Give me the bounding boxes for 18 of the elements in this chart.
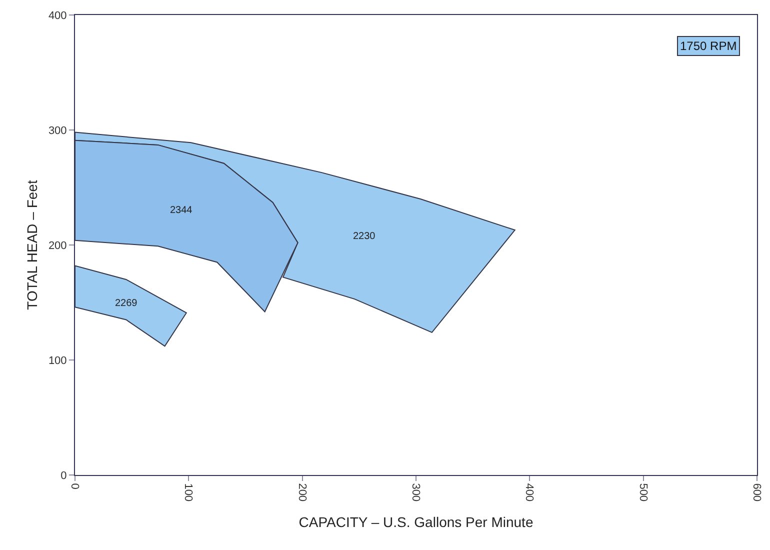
x-tick-label: 300 bbox=[409, 483, 422, 502]
y-axis-title: TOTAL HEAD – Feet bbox=[24, 180, 40, 310]
y-tick-label: 400 bbox=[48, 10, 67, 22]
x-tick-label: 600 bbox=[750, 483, 762, 502]
x-tick-label: 500 bbox=[636, 483, 649, 502]
y-tick-label: 300 bbox=[48, 124, 67, 137]
series-label: 2344 bbox=[170, 205, 193, 216]
x-tick-label: 400 bbox=[523, 483, 536, 502]
y-tick-label: 0 bbox=[60, 470, 67, 482]
series-label: 2230 bbox=[353, 231, 376, 242]
annotation: 1750 RPM bbox=[680, 39, 737, 53]
series-label: 2269 bbox=[115, 298, 138, 309]
x-tick-label: 100 bbox=[182, 483, 194, 502]
y-tick-label: 200 bbox=[48, 240, 67, 252]
x-axis-title: CAPACITY – U.S. Gallons Per Minute bbox=[298, 514, 534, 530]
x-tick-label: 0 bbox=[68, 483, 80, 490]
x-tick-label: 200 bbox=[296, 483, 308, 502]
y-tick-label: 100 bbox=[48, 354, 67, 367]
